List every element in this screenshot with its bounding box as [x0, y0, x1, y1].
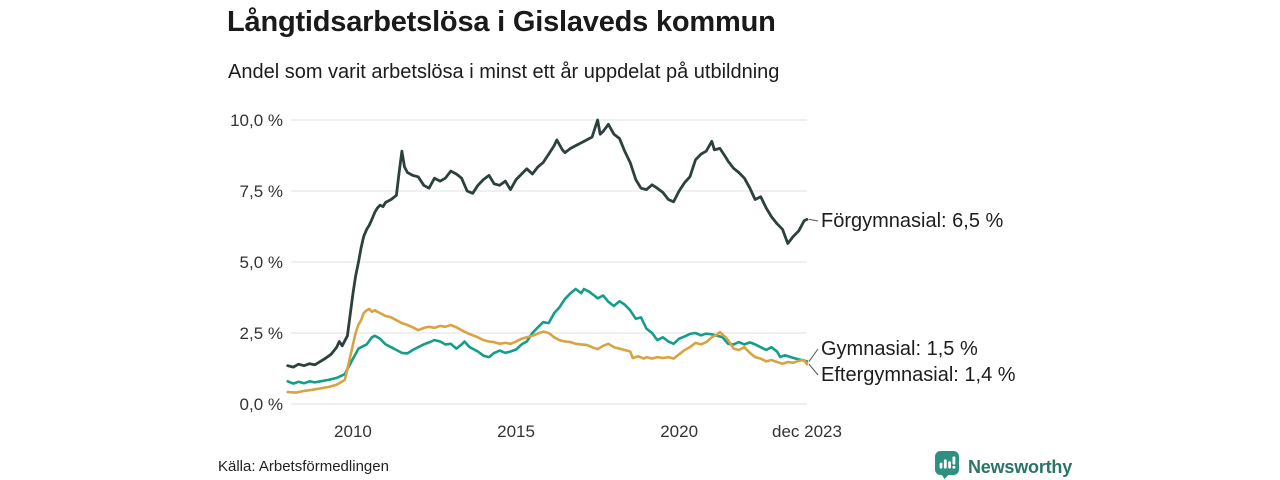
svg-text:dec 2023: dec 2023 [772, 422, 842, 441]
series-end-label-eftergymnasial: Eftergymnasial: 1,4 % [821, 364, 1016, 386]
series-end-label-gymnasial: Gymnasial: 1,5 % [821, 338, 978, 360]
svg-text:2020: 2020 [660, 422, 698, 441]
svg-text:0,0 %: 0,0 % [240, 395, 283, 414]
chart-title: Långtidsarbetslösa i Gislaveds kommun [227, 6, 776, 38]
svg-text:10,0 %: 10,0 % [230, 111, 283, 130]
newsworthy-wordmark: Newsworthy [968, 456, 1073, 477]
newsworthy-chart-bubble-icon [934, 450, 960, 480]
svg-text:2,5 %: 2,5 % [240, 324, 283, 343]
source-note: Källa: Arbetsförmedlingen [218, 458, 389, 475]
svg-text:2015: 2015 [497, 422, 535, 441]
svg-text:7,5 %: 7,5 % [240, 182, 283, 201]
chart-subtitle: Andel som varit arbetslösa i minst ett å… [228, 61, 780, 83]
newsworthy-logo: Newsworthy [934, 450, 1072, 480]
svg-text:2010: 2010 [334, 422, 372, 441]
series-end-label-forgymnasial: Förgymnasial: 6,5 % [821, 210, 1004, 232]
svg-text:5,0 %: 5,0 % [240, 253, 283, 272]
